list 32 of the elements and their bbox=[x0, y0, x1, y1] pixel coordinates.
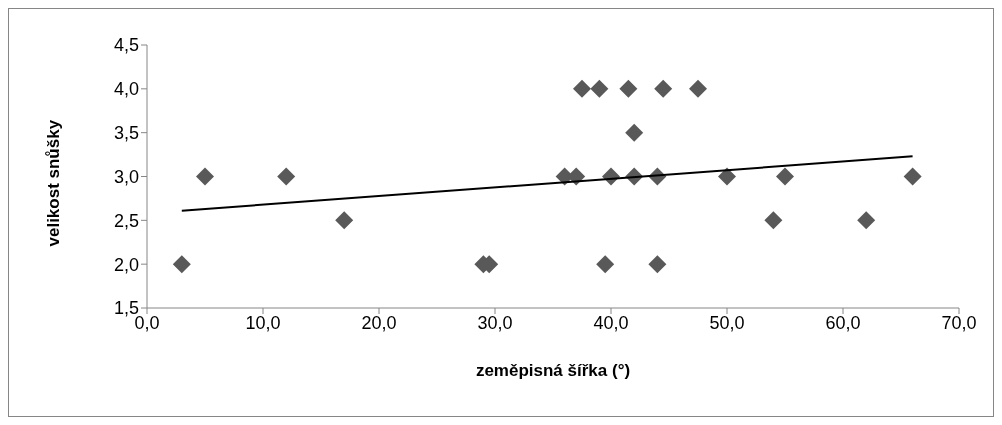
point bbox=[654, 79, 673, 98]
y-tick-label: 3,5 bbox=[113, 123, 139, 144]
point bbox=[625, 123, 644, 142]
point bbox=[648, 255, 667, 274]
x-tick-label: 50,0 bbox=[709, 312, 745, 333]
point bbox=[590, 79, 609, 98]
x-tick-label: 40,0 bbox=[593, 312, 629, 333]
point bbox=[619, 79, 638, 98]
x-tick-label: 10,0 bbox=[245, 312, 281, 333]
point bbox=[172, 255, 191, 274]
point bbox=[277, 167, 296, 186]
y-tick-label: 4,0 bbox=[113, 79, 139, 100]
x-tick-label: 30,0 bbox=[477, 312, 513, 333]
y-axis-title: velikost snůšky bbox=[44, 119, 64, 247]
y-tick-label: 3,0 bbox=[113, 166, 139, 187]
point bbox=[718, 167, 736, 186]
x-tick-label: 20,0 bbox=[361, 312, 397, 333]
point bbox=[573, 79, 591, 98]
point bbox=[857, 211, 876, 230]
x-tick-label: 70,0 bbox=[941, 312, 977, 333]
point bbox=[776, 167, 794, 186]
point bbox=[596, 255, 615, 274]
y-tick-label: 4,5 bbox=[113, 35, 139, 56]
point bbox=[196, 167, 214, 186]
point bbox=[689, 79, 707, 98]
y-tick-label: 2,5 bbox=[113, 210, 139, 231]
x-tick-label: 60,0 bbox=[825, 312, 861, 333]
x-axis-title: zeměpisná šířka (°) bbox=[475, 361, 631, 380]
point bbox=[335, 211, 354, 230]
point bbox=[903, 167, 922, 186]
point bbox=[764, 211, 783, 230]
y-tick-label: 2,0 bbox=[113, 254, 139, 275]
